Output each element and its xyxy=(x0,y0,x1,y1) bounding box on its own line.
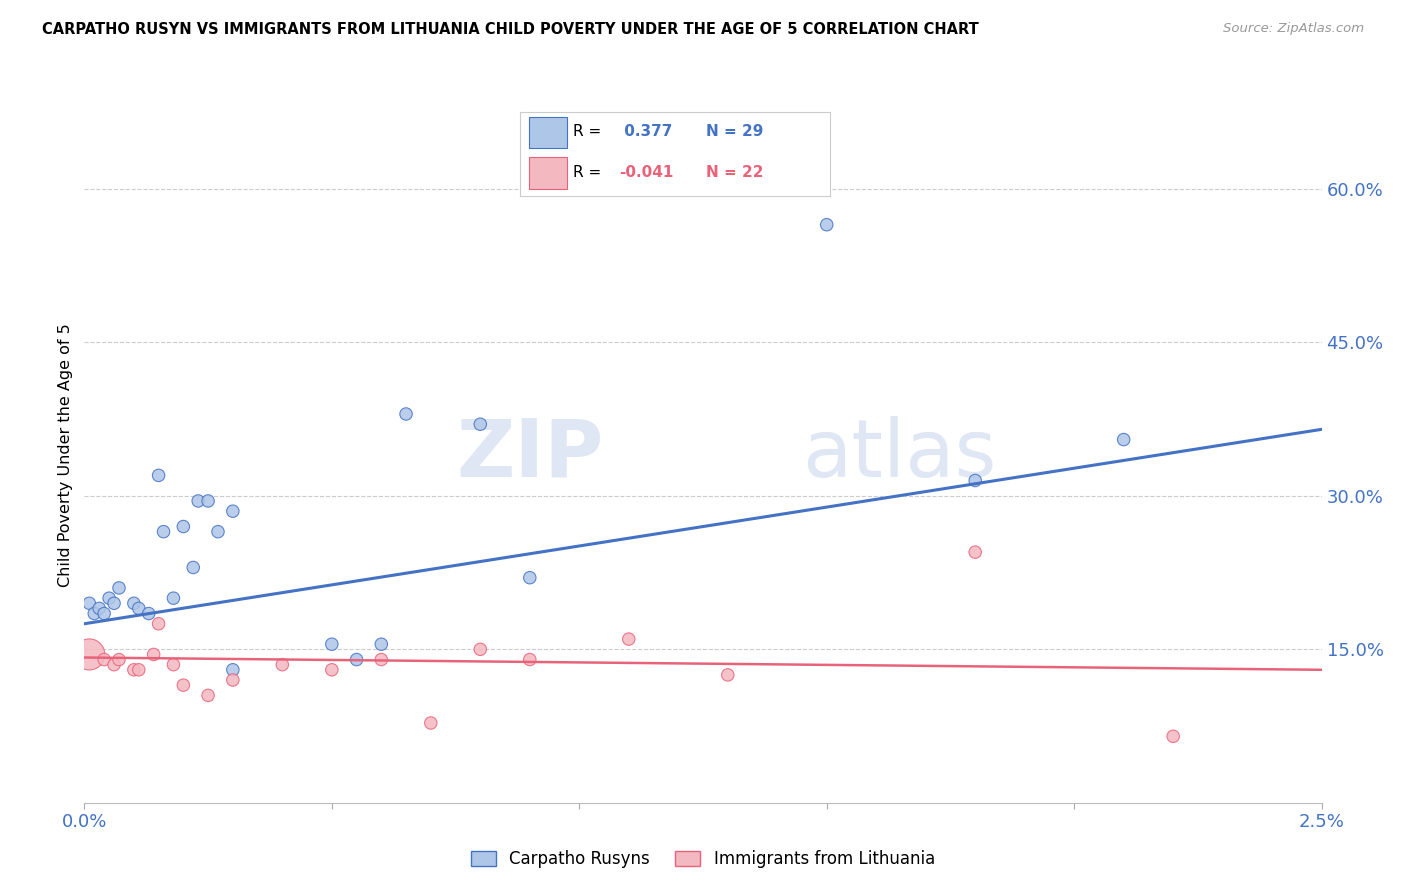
Point xyxy=(79,596,101,610)
Point xyxy=(142,648,165,662)
Point xyxy=(207,524,229,539)
Point xyxy=(181,560,204,574)
Point xyxy=(717,668,740,682)
Point xyxy=(419,716,441,731)
Point xyxy=(122,663,145,677)
Point xyxy=(1161,729,1184,743)
Point xyxy=(148,616,170,631)
Y-axis label: Child Poverty Under the Age of 5: Child Poverty Under the Age of 5 xyxy=(58,323,73,587)
Point xyxy=(83,607,105,621)
Text: N = 22: N = 22 xyxy=(706,165,763,180)
Text: atlas: atlas xyxy=(801,416,997,494)
Point xyxy=(103,657,125,672)
Text: Source: ZipAtlas.com: Source: ZipAtlas.com xyxy=(1223,22,1364,36)
Point xyxy=(98,591,121,606)
FancyBboxPatch shape xyxy=(530,157,567,188)
Point xyxy=(79,648,101,662)
Point xyxy=(172,678,194,692)
Text: -0.041: -0.041 xyxy=(619,165,673,180)
Point xyxy=(89,601,111,615)
Point xyxy=(1112,433,1135,447)
Text: 0.377: 0.377 xyxy=(619,124,672,139)
Point xyxy=(152,524,174,539)
Text: CARPATHO RUSYN VS IMMIGRANTS FROM LITHUANIA CHILD POVERTY UNDER THE AGE OF 5 COR: CARPATHO RUSYN VS IMMIGRANTS FROM LITHUA… xyxy=(42,22,979,37)
Point xyxy=(222,673,245,687)
Point xyxy=(148,468,170,483)
Point xyxy=(222,663,245,677)
Point xyxy=(128,601,150,615)
Point xyxy=(321,637,343,651)
Point xyxy=(162,591,184,606)
Point xyxy=(519,571,541,585)
Point xyxy=(122,596,145,610)
Point xyxy=(172,519,194,533)
Point xyxy=(162,657,184,672)
Point xyxy=(271,657,294,672)
Point xyxy=(470,417,492,432)
Point xyxy=(321,663,343,677)
Point xyxy=(370,652,392,666)
Point xyxy=(222,504,245,518)
Point xyxy=(138,607,160,621)
Point xyxy=(519,652,541,666)
Text: ZIP: ZIP xyxy=(457,416,605,494)
Point xyxy=(197,494,219,508)
Point xyxy=(108,652,131,666)
Point xyxy=(965,474,987,488)
Point xyxy=(128,663,150,677)
Legend: Carpatho Rusyns, Immigrants from Lithuania: Carpatho Rusyns, Immigrants from Lithuan… xyxy=(464,843,942,874)
FancyBboxPatch shape xyxy=(530,117,567,148)
Point xyxy=(197,689,219,703)
Point xyxy=(815,218,838,232)
Point xyxy=(470,642,492,657)
Point xyxy=(370,637,392,651)
Point xyxy=(187,494,209,508)
Point xyxy=(346,652,368,666)
Text: R =: R = xyxy=(572,124,600,139)
Point xyxy=(395,407,418,421)
Point xyxy=(617,632,640,646)
Text: N = 29: N = 29 xyxy=(706,124,763,139)
Point xyxy=(965,545,987,559)
Point xyxy=(108,581,131,595)
Point xyxy=(103,596,125,610)
Point xyxy=(93,607,115,621)
Point xyxy=(93,652,115,666)
Text: R =: R = xyxy=(572,165,600,180)
